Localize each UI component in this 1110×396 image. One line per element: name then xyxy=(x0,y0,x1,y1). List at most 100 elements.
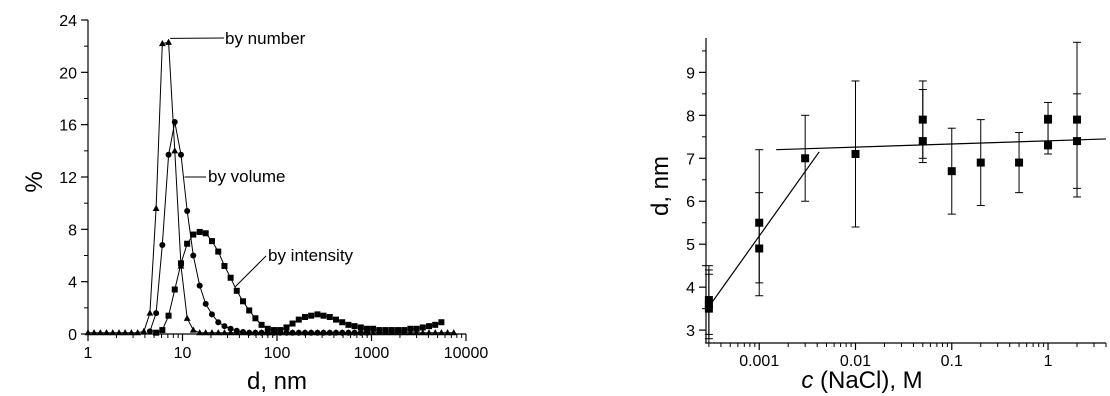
right-y-axis-title: d, nm xyxy=(647,156,674,216)
point-circle xyxy=(190,252,197,259)
series-triangle xyxy=(84,38,458,336)
point-square xyxy=(918,137,927,146)
data-point xyxy=(1015,132,1024,194)
point-square xyxy=(1073,137,1082,146)
point-square xyxy=(171,286,178,293)
point-square xyxy=(227,274,234,281)
left-annotations: by number by volume by intensity xyxy=(208,29,354,265)
right-axes: 0.001 0.01 0.1 1 3 4 5 6 7 8 9 xyxy=(686,38,1107,370)
point-square xyxy=(395,327,402,334)
point-square xyxy=(851,149,860,158)
series-line-triangle xyxy=(88,41,454,334)
point-circle xyxy=(289,329,296,336)
data-point xyxy=(801,114,810,202)
right-x-axis-title: c (NaCl), M xyxy=(801,367,922,394)
point-square xyxy=(252,315,259,322)
point-square xyxy=(289,320,296,327)
right-y-tick-label: 9 xyxy=(686,65,695,82)
point-square xyxy=(314,311,321,318)
point-square xyxy=(1044,141,1053,150)
point-square xyxy=(184,240,191,247)
point-square xyxy=(295,316,302,323)
data-point xyxy=(1044,114,1053,155)
left-axes: 1 10 100 1000 10000 0 4 8 12 16 20 24 xyxy=(59,13,488,362)
point-circle xyxy=(283,329,290,336)
data-point xyxy=(918,89,927,164)
point-circle xyxy=(326,329,333,336)
point-circle xyxy=(308,329,315,336)
series-circle xyxy=(146,119,370,336)
point-triangle xyxy=(165,38,172,45)
point-square xyxy=(976,158,985,167)
point-square xyxy=(388,327,395,334)
left-y-tick-label: 24 xyxy=(59,13,77,30)
point-square xyxy=(1015,158,1024,167)
point-square xyxy=(283,324,290,331)
left-y-tick-label: 8 xyxy=(68,222,77,239)
point-circle xyxy=(146,328,153,335)
left-x-tick-label: 100 xyxy=(264,345,291,362)
point-square xyxy=(704,296,713,305)
point-square xyxy=(159,327,166,334)
point-square xyxy=(407,325,414,332)
annotation-by-number: by number xyxy=(225,29,306,48)
point-circle xyxy=(295,329,302,336)
point-square xyxy=(363,325,370,332)
point-circle xyxy=(227,325,234,332)
point-circle xyxy=(233,327,240,334)
point-square xyxy=(382,327,389,334)
point-triangle xyxy=(158,39,166,47)
point-circle xyxy=(196,282,203,289)
annotation-leader xyxy=(234,255,267,288)
left-y-tick-label: 12 xyxy=(59,170,77,187)
right-y-tick-label: 3 xyxy=(686,323,695,340)
point-square xyxy=(376,327,383,334)
right-y-tick-label: 4 xyxy=(686,280,695,297)
point-square xyxy=(339,319,346,326)
point-triangle xyxy=(152,204,160,211)
size-distribution-chart: by number by volume by intensity 1 10 100 1… xyxy=(21,13,488,395)
point-square xyxy=(165,312,172,319)
size-vs-nacl-chart: 0.001 0.01 0.1 1 3 4 5 6 7 8 9 c (NaCl), M d, nm xyxy=(647,38,1107,394)
point-square xyxy=(370,325,377,332)
right-plot-area xyxy=(704,41,1107,344)
point-square xyxy=(246,307,253,314)
left-x-tick-label: 10 xyxy=(174,345,192,362)
point-circle xyxy=(177,151,184,158)
point-square xyxy=(401,327,408,334)
left-plot-area xyxy=(84,38,458,336)
point-square xyxy=(320,312,327,319)
right-x-tick-label: 0.1 xyxy=(941,353,963,370)
right-x-axis-title-rest: (NaCl), M xyxy=(813,367,922,394)
point-triangle xyxy=(146,309,154,316)
point-square xyxy=(755,218,764,227)
point-circle xyxy=(339,329,346,336)
point-circle xyxy=(165,151,172,158)
point-square xyxy=(426,323,433,330)
point-square xyxy=(332,316,339,323)
point-triangle xyxy=(140,327,148,334)
right-x-tick-label: 1 xyxy=(1044,353,1053,370)
point-circle xyxy=(258,329,265,336)
point-square xyxy=(196,228,203,235)
point-square xyxy=(326,313,333,320)
left-x-tick-label: 1000 xyxy=(354,345,390,362)
point-square xyxy=(302,313,309,320)
right-x-tick-label: 0.01 xyxy=(840,353,871,370)
point-circle xyxy=(215,319,222,326)
point-square xyxy=(801,154,810,163)
point-square xyxy=(208,238,215,245)
point-square xyxy=(308,312,315,319)
point-square xyxy=(271,327,278,334)
point-circle xyxy=(208,311,215,318)
right-x-tick-label: 0.001 xyxy=(739,353,779,370)
data-point xyxy=(947,127,956,215)
left-y-tick-label: 0 xyxy=(68,327,77,344)
right-x-axis-title-italic: c xyxy=(801,367,813,394)
data-point xyxy=(976,119,985,207)
left-x-tick-label: 1 xyxy=(84,345,93,362)
left-y-tick-label: 4 xyxy=(68,275,77,292)
point-triangle xyxy=(189,326,197,333)
